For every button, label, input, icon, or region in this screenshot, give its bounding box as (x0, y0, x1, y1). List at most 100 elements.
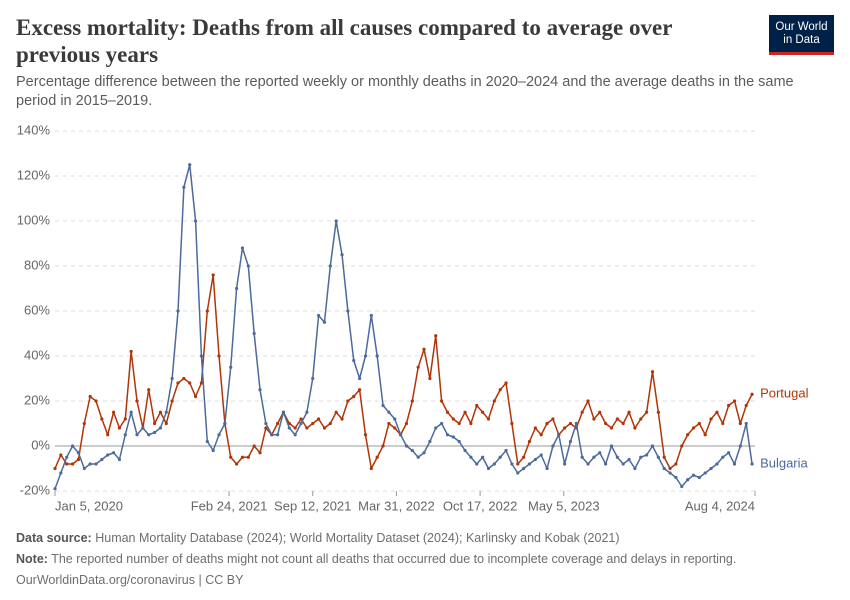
data-point (498, 388, 502, 392)
data-point (527, 462, 532, 466)
note-text: The reported number of deaths might not … (51, 552, 737, 566)
data-point (234, 462, 239, 466)
source-text: Human Mortality Database (2024); World M… (95, 531, 620, 545)
data-point (633, 426, 637, 430)
data-point (358, 376, 362, 381)
data-point (258, 388, 262, 392)
data-point (328, 421, 332, 426)
data-point (703, 433, 707, 437)
data-point (281, 410, 286, 414)
data-point (352, 394, 356, 399)
data-point (164, 421, 168, 426)
data-point (686, 478, 690, 482)
series-label: Portugal (760, 386, 809, 401)
data-point (293, 426, 297, 430)
data-point (111, 410, 116, 414)
data-point (404, 444, 409, 448)
data-point (70, 462, 75, 466)
data-point (334, 219, 338, 223)
data-point (410, 448, 414, 453)
data-point (744, 403, 748, 408)
data-point (592, 455, 596, 459)
data-point (580, 410, 584, 414)
data-point (732, 462, 737, 466)
data-point (129, 410, 133, 414)
data-point (381, 444, 385, 448)
data-point (106, 433, 110, 437)
data-point (182, 185, 186, 189)
data-point (697, 475, 701, 480)
data-point (522, 455, 526, 459)
data-point (199, 354, 204, 358)
data-point (533, 426, 537, 430)
data-point (193, 394, 198, 399)
data-point (539, 433, 543, 437)
data-point (744, 421, 748, 426)
data-point (82, 466, 86, 471)
data-point (750, 462, 754, 466)
data-point (609, 426, 614, 430)
data-point (551, 444, 555, 448)
data-point (252, 331, 256, 336)
x-tick-label: Feb 24, 2021 (191, 498, 268, 513)
data-point (369, 466, 373, 471)
data-point (416, 365, 420, 369)
data-point (188, 381, 192, 385)
data-point (609, 444, 614, 448)
data-point (721, 421, 725, 426)
data-point (252, 444, 256, 448)
data-point (322, 320, 327, 324)
data-point (563, 426, 567, 430)
data-point (111, 451, 116, 455)
data-point (275, 421, 280, 426)
data-point (697, 421, 701, 426)
data-point (463, 448, 467, 453)
x-tick-label: May 5, 2023 (528, 498, 600, 513)
data-point (738, 421, 742, 426)
data-point (387, 421, 391, 426)
data-point (152, 421, 157, 426)
data-point (135, 399, 139, 403)
data-point (229, 455, 233, 459)
data-point (627, 457, 631, 462)
data-point (340, 253, 344, 257)
data-point (481, 410, 485, 414)
data-point (106, 453, 110, 457)
data-point (627, 410, 631, 414)
data-point (59, 471, 63, 475)
data-point (123, 417, 127, 421)
data-point (404, 421, 409, 426)
data-point (586, 399, 590, 403)
data-point (193, 219, 198, 223)
data-point (691, 473, 696, 477)
data-point (691, 426, 696, 430)
data-point (481, 455, 485, 459)
data-point (463, 410, 467, 414)
data-point (240, 246, 245, 250)
data-point (264, 421, 268, 426)
data-point (158, 410, 163, 414)
data-point (381, 403, 385, 408)
data-point (311, 421, 315, 426)
data-point (305, 410, 309, 414)
data-point (346, 399, 350, 403)
data-point (117, 457, 122, 462)
data-point (604, 462, 608, 466)
logo-line: Our World (775, 20, 828, 33)
data-point (545, 466, 549, 471)
logo[interactable]: Our World in Data (769, 15, 834, 55)
data-point (668, 466, 672, 471)
data-point (410, 399, 414, 403)
data-point (141, 426, 145, 430)
data-point (270, 433, 274, 437)
data-point (399, 433, 403, 437)
data-point (135, 433, 139, 437)
data-point (305, 426, 309, 430)
data-point (258, 451, 262, 455)
data-point (516, 462, 520, 466)
footer-link[interactable]: OurWorldinData.org/coronavirus | CC BY (16, 573, 244, 587)
data-point (164, 410, 168, 414)
data-point (240, 455, 245, 459)
data-point (551, 417, 555, 421)
data-point (650, 444, 655, 448)
